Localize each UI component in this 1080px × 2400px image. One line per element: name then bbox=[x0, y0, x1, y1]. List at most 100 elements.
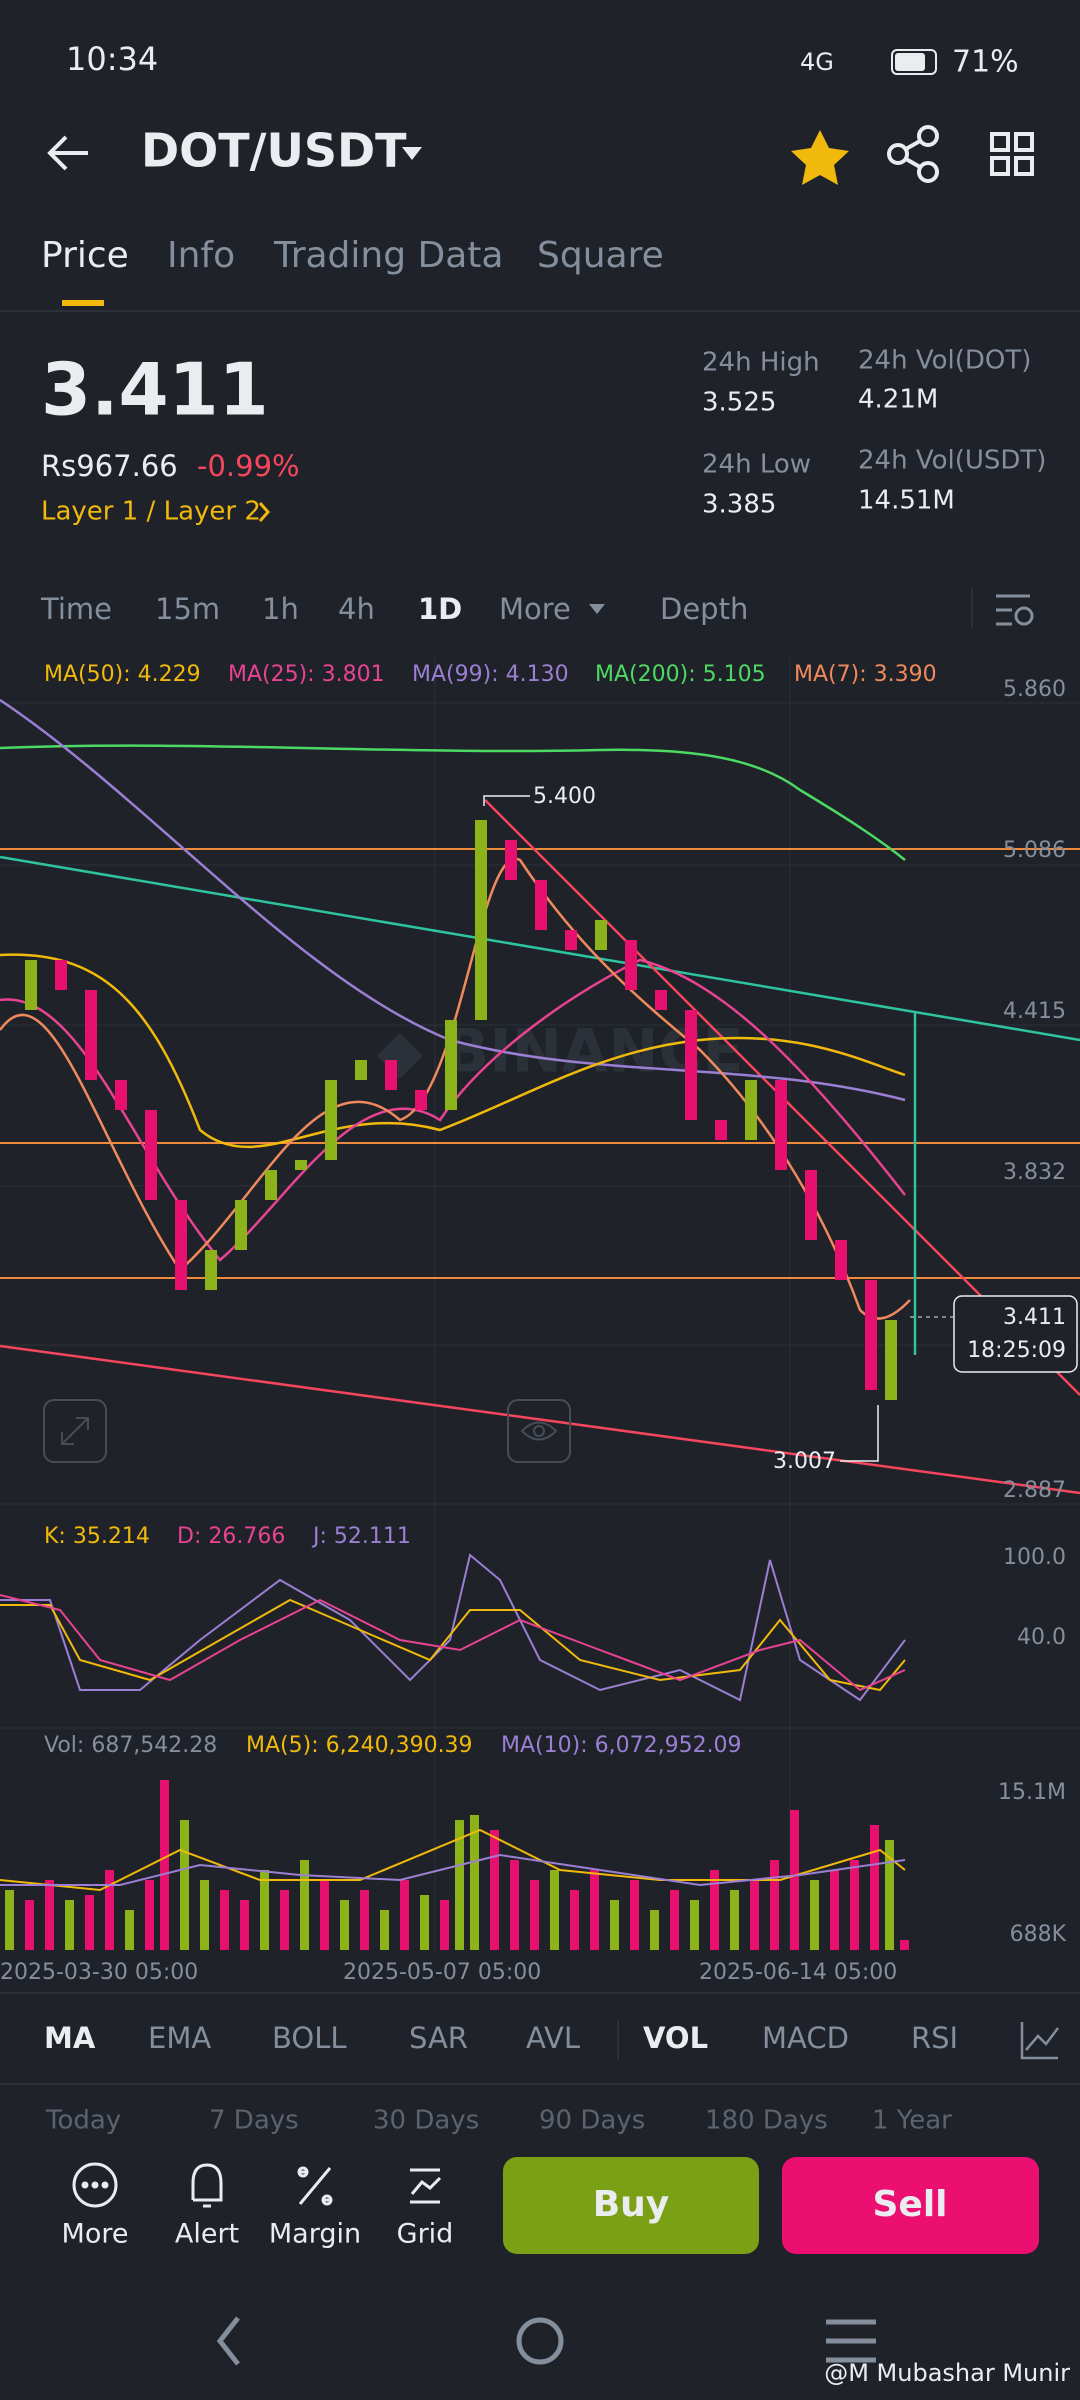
chart-lines bbox=[0, 698, 1080, 1495]
nav-home[interactable] bbox=[516, 2317, 564, 2365]
high-marker: 5.400 bbox=[533, 784, 596, 809]
interval-active[interactable]: 1D bbox=[418, 592, 462, 626]
last-price-tag bbox=[953, 1295, 1078, 1373]
date-label: 2025-06-14 05:00 bbox=[699, 1960, 897, 1985]
indicator[interactable]: EMA bbox=[148, 2021, 211, 2055]
pair-dropdown[interactable] bbox=[402, 147, 422, 160]
visibility-button[interactable] bbox=[507, 1399, 571, 1463]
period[interactable]: 7 Days bbox=[209, 2106, 299, 2136]
low-marker: 3.007 bbox=[773, 1449, 836, 1474]
kdj-legend: D: 26.766 bbox=[177, 1524, 285, 1549]
indicator[interactable]: SAR bbox=[409, 2021, 468, 2055]
interval[interactable]: Time bbox=[40, 592, 112, 626]
kdj-axis-label: 40.0 bbox=[1017, 1625, 1066, 1650]
high-marker-line bbox=[483, 795, 530, 806]
chart-settings[interactable] bbox=[996, 594, 1034, 626]
volume-legend: MA(5): 6,240,390.39 bbox=[246, 1733, 473, 1758]
more-dropdown bbox=[589, 604, 605, 614]
back-button[interactable] bbox=[47, 135, 88, 171]
kdj-axis-label: 100.0 bbox=[1003, 1545, 1066, 1570]
price-axis-label: 2.887 bbox=[1003, 1478, 1066, 1503]
nav-menu[interactable] bbox=[826, 2319, 876, 2363]
last-price-label: 3.411 bbox=[1003, 1305, 1066, 1330]
interval[interactable]: 4h bbox=[338, 592, 375, 626]
action-label[interactable]: Alert bbox=[175, 2219, 239, 2250]
ma-legend: MA(50): 4.229 bbox=[44, 662, 201, 687]
last-price: 3.411 bbox=[41, 348, 269, 432]
candles bbox=[25, 820, 897, 1400]
stat-label: 24h High bbox=[702, 348, 820, 378]
indicator[interactable]: MACD bbox=[762, 2021, 849, 2055]
stat-value: 3.525 bbox=[702, 388, 776, 418]
period[interactable]: Today bbox=[45, 2106, 121, 2136]
stat-label: 24h Vol(DOT) bbox=[858, 346, 1031, 376]
expand-button[interactable] bbox=[43, 1399, 107, 1463]
buy-label[interactable]: Buy bbox=[593, 2184, 670, 2225]
layout-button[interactable] bbox=[990, 132, 1034, 176]
action-label[interactable]: Margin bbox=[269, 2219, 361, 2250]
volume-axis-label: 15.1M bbox=[998, 1780, 1066, 1805]
nav-back[interactable] bbox=[216, 2316, 240, 2366]
ma-legend: MA(200): 5.105 bbox=[595, 662, 766, 687]
volume-axis-label: 688K bbox=[1010, 1922, 1067, 1947]
tab-underline bbox=[62, 300, 104, 306]
watermark: @M Mubashar Munir bbox=[824, 2359, 1070, 2387]
price-axis-label: 5.860 bbox=[1003, 677, 1066, 702]
interval[interactable]: 15m bbox=[155, 592, 220, 626]
period[interactable]: 90 Days bbox=[539, 2106, 645, 2136]
favorite-star[interactable] bbox=[791, 130, 849, 185]
buy-button[interactable] bbox=[503, 2157, 759, 2254]
volume-legend: Vol: 687,542.28 bbox=[44, 1733, 217, 1758]
tab[interactable]: Info bbox=[167, 235, 235, 276]
sell-button[interactable] bbox=[782, 2157, 1039, 2254]
low-marker-line bbox=[840, 1405, 879, 1462]
price-axis-label: 5.086 bbox=[1003, 838, 1066, 863]
interval[interactable]: Depth bbox=[660, 592, 748, 626]
price-axis-label: 3.832 bbox=[1003, 1160, 1066, 1185]
ma-legend: MA(99): 4.130 bbox=[412, 662, 569, 687]
action-label[interactable]: Grid bbox=[397, 2219, 454, 2250]
battery: 71% bbox=[952, 45, 1019, 80]
indicator-settings[interactable] bbox=[1020, 2022, 1059, 2060]
sector-tags[interactable]: Layer 1 / Layer 2 bbox=[41, 497, 261, 527]
kdj-lines bbox=[0, 1553, 906, 1702]
volume-legend: MA(10): 6,072,952.09 bbox=[501, 1733, 742, 1758]
indicator-active[interactable]: VOL bbox=[643, 2021, 708, 2055]
tags-arrow bbox=[258, 502, 271, 522]
ma-legend: MA(7): 3.390 bbox=[794, 662, 937, 687]
watermark-logo: ◆ BINANCE bbox=[377, 1017, 744, 1087]
countdown: 18:25:09 bbox=[967, 1338, 1066, 1363]
period-row: Today 7 Days 30 Days 90 Days 180 Days 1 … bbox=[45, 2106, 952, 2136]
price-axis-label: 4.415 bbox=[1003, 999, 1066, 1024]
tab[interactable]: Trading Data bbox=[273, 235, 503, 276]
tab-active[interactable]: Price bbox=[41, 235, 129, 276]
interval[interactable]: More bbox=[499, 592, 571, 626]
action-icons bbox=[72, 2162, 442, 2208]
interval[interactable]: 1h bbox=[262, 592, 299, 626]
share-button[interactable] bbox=[887, 125, 939, 183]
volume-bars bbox=[5, 1780, 909, 1950]
tab[interactable]: Square bbox=[537, 235, 664, 276]
indicator[interactable]: RSI bbox=[911, 2021, 958, 2055]
chart-grid bbox=[0, 658, 1080, 1950]
stat-value: 14.51M bbox=[858, 486, 955, 516]
battery-icon bbox=[891, 49, 937, 75]
clock: 10:34 bbox=[66, 40, 158, 78]
kdj-legend: K: 35.214 bbox=[44, 1524, 150, 1549]
period[interactable]: 30 Days bbox=[373, 2106, 479, 2136]
indicator[interactable]: AVL bbox=[526, 2021, 580, 2055]
volume-ma-lines bbox=[0, 1828, 906, 1892]
period[interactable]: 180 Days bbox=[705, 2106, 828, 2136]
indicator-active[interactable]: MA bbox=[44, 2021, 96, 2055]
action-label[interactable]: More bbox=[62, 2219, 129, 2250]
stat-label: 24h Low bbox=[702, 450, 811, 480]
indicator[interactable]: BOLL bbox=[272, 2021, 347, 2055]
period[interactable]: 1 Year bbox=[872, 2106, 952, 2136]
pair-title[interactable]: DOT/USDT bbox=[141, 124, 407, 178]
fiat-price: Rs967.66 bbox=[41, 449, 178, 483]
kdj-legend: J: 52.111 bbox=[311, 1524, 411, 1549]
sell-label[interactable]: Sell bbox=[872, 2184, 947, 2225]
network: 4G bbox=[800, 48, 834, 76]
